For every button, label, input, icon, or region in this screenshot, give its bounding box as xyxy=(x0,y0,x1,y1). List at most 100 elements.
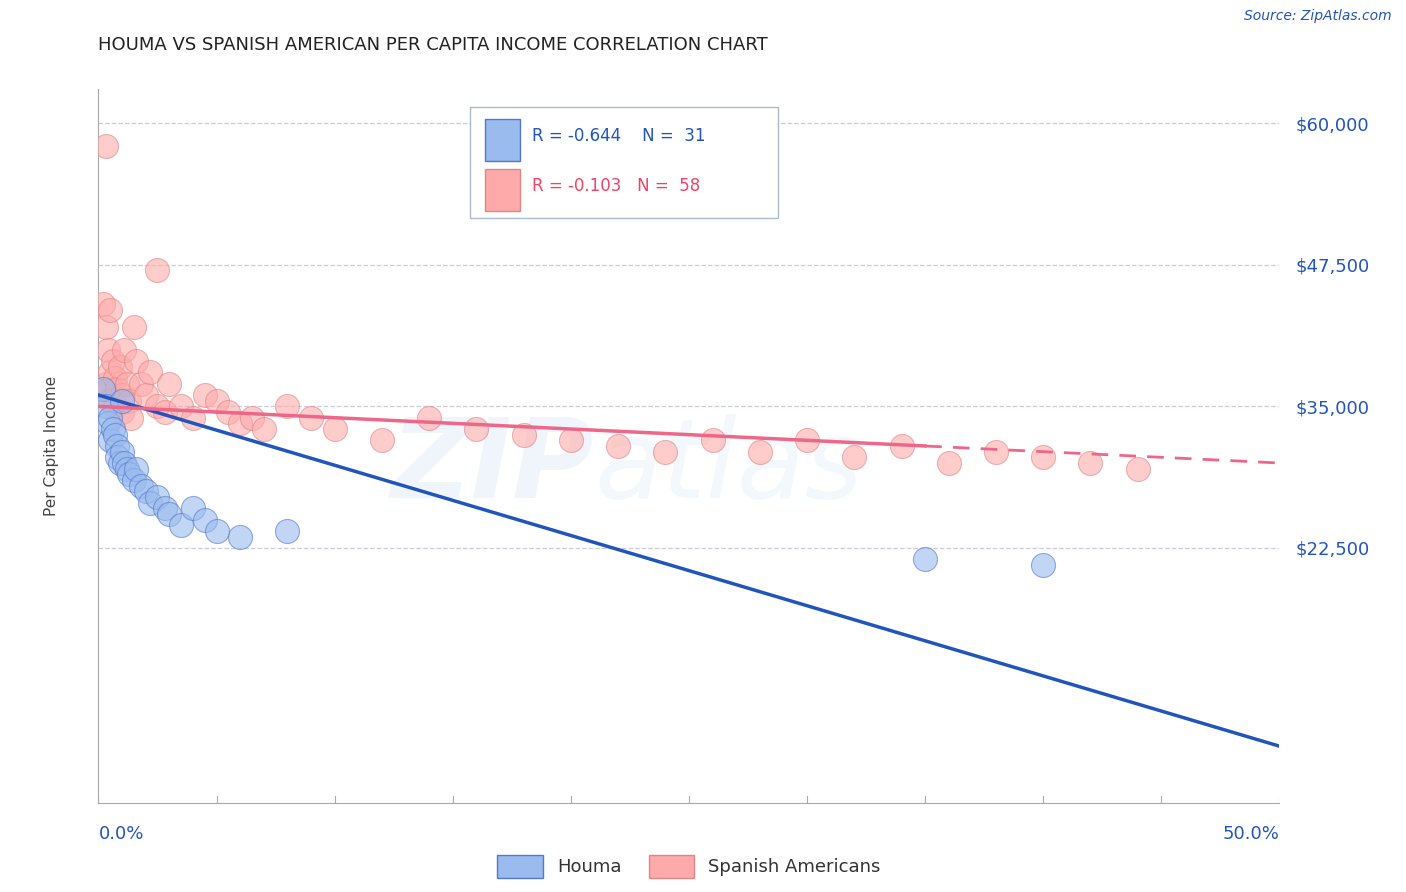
Point xyxy=(139,495,162,509)
Point xyxy=(299,410,322,425)
Point xyxy=(118,393,141,408)
Point xyxy=(108,359,131,374)
Point xyxy=(135,388,157,402)
Text: Per Capita Income: Per Capita Income xyxy=(44,376,59,516)
Point xyxy=(146,400,169,414)
Point xyxy=(97,343,120,357)
Point xyxy=(748,444,770,458)
Point xyxy=(153,405,176,419)
Point xyxy=(94,400,117,414)
Point xyxy=(104,400,127,414)
Point xyxy=(181,501,204,516)
Point xyxy=(146,490,169,504)
Point xyxy=(890,439,912,453)
Point xyxy=(170,518,193,533)
Point xyxy=(98,365,121,379)
Text: 0.0%: 0.0% xyxy=(98,825,143,843)
Point xyxy=(607,439,630,453)
Point xyxy=(125,354,148,368)
Point xyxy=(844,450,866,465)
Point xyxy=(1126,461,1149,475)
Text: 50.0%: 50.0% xyxy=(1223,825,1279,843)
Point xyxy=(104,427,127,442)
Point xyxy=(465,422,488,436)
Point xyxy=(98,434,121,448)
Point xyxy=(91,383,114,397)
Point xyxy=(1032,558,1054,572)
Point xyxy=(276,400,298,414)
Text: Source: ZipAtlas.com: Source: ZipAtlas.com xyxy=(1244,9,1392,23)
FancyBboxPatch shape xyxy=(485,120,520,161)
Point xyxy=(94,376,117,391)
Point xyxy=(129,478,152,492)
Point xyxy=(181,410,204,425)
Point xyxy=(914,552,936,566)
Point xyxy=(240,410,263,425)
Point xyxy=(253,422,276,436)
Point xyxy=(654,444,676,458)
Point xyxy=(512,427,534,442)
Point xyxy=(702,434,724,448)
Point xyxy=(418,410,440,425)
Point xyxy=(217,405,239,419)
Point xyxy=(1032,450,1054,465)
Point xyxy=(98,303,121,318)
Point xyxy=(1080,456,1102,470)
Text: R = -0.103   N =  58: R = -0.103 N = 58 xyxy=(531,177,700,194)
FancyBboxPatch shape xyxy=(485,169,520,211)
Point xyxy=(105,383,128,397)
Point xyxy=(938,456,960,470)
Point xyxy=(104,371,127,385)
Point xyxy=(112,343,135,357)
Point xyxy=(229,417,252,431)
Point xyxy=(115,376,138,391)
Point xyxy=(111,393,134,408)
Point xyxy=(276,524,298,538)
Point xyxy=(323,422,346,436)
Text: HOUMA VS SPANISH AMERICAN PER CAPITA INCOME CORRELATION CHART: HOUMA VS SPANISH AMERICAN PER CAPITA INC… xyxy=(98,36,768,54)
Point xyxy=(112,456,135,470)
Point xyxy=(205,393,228,408)
Point xyxy=(111,405,134,419)
Point xyxy=(194,388,217,402)
Text: ZIP: ZIP xyxy=(391,414,595,521)
Text: R = -0.644    N =  31: R = -0.644 N = 31 xyxy=(531,127,706,145)
Point xyxy=(560,434,582,448)
Point xyxy=(105,450,128,465)
Point xyxy=(170,400,193,414)
Point xyxy=(984,444,1007,458)
Point xyxy=(194,513,217,527)
Point xyxy=(98,410,121,425)
Point xyxy=(122,473,145,487)
Point xyxy=(97,417,120,431)
Point xyxy=(129,376,152,391)
FancyBboxPatch shape xyxy=(471,107,778,218)
Point xyxy=(135,484,157,499)
Point xyxy=(111,388,134,402)
Point xyxy=(108,456,131,470)
Point xyxy=(205,524,228,538)
Point xyxy=(157,507,180,521)
Point xyxy=(91,297,114,311)
Text: atlas: atlas xyxy=(595,414,863,521)
Point xyxy=(101,422,124,436)
Point xyxy=(796,434,818,448)
Point xyxy=(111,444,134,458)
Point xyxy=(229,530,252,544)
Point xyxy=(153,501,176,516)
Point xyxy=(94,320,117,334)
Point xyxy=(371,434,394,448)
Point xyxy=(101,354,124,368)
Point xyxy=(139,365,162,379)
Point xyxy=(122,320,145,334)
Point xyxy=(121,410,143,425)
Point xyxy=(125,461,148,475)
Point xyxy=(115,461,138,475)
Point xyxy=(157,376,180,391)
Point xyxy=(146,263,169,277)
Point xyxy=(90,388,112,402)
Point xyxy=(118,467,141,482)
Point xyxy=(105,439,128,453)
Legend: Houma, Spanish Americans: Houma, Spanish Americans xyxy=(488,847,890,887)
Point xyxy=(98,393,121,408)
